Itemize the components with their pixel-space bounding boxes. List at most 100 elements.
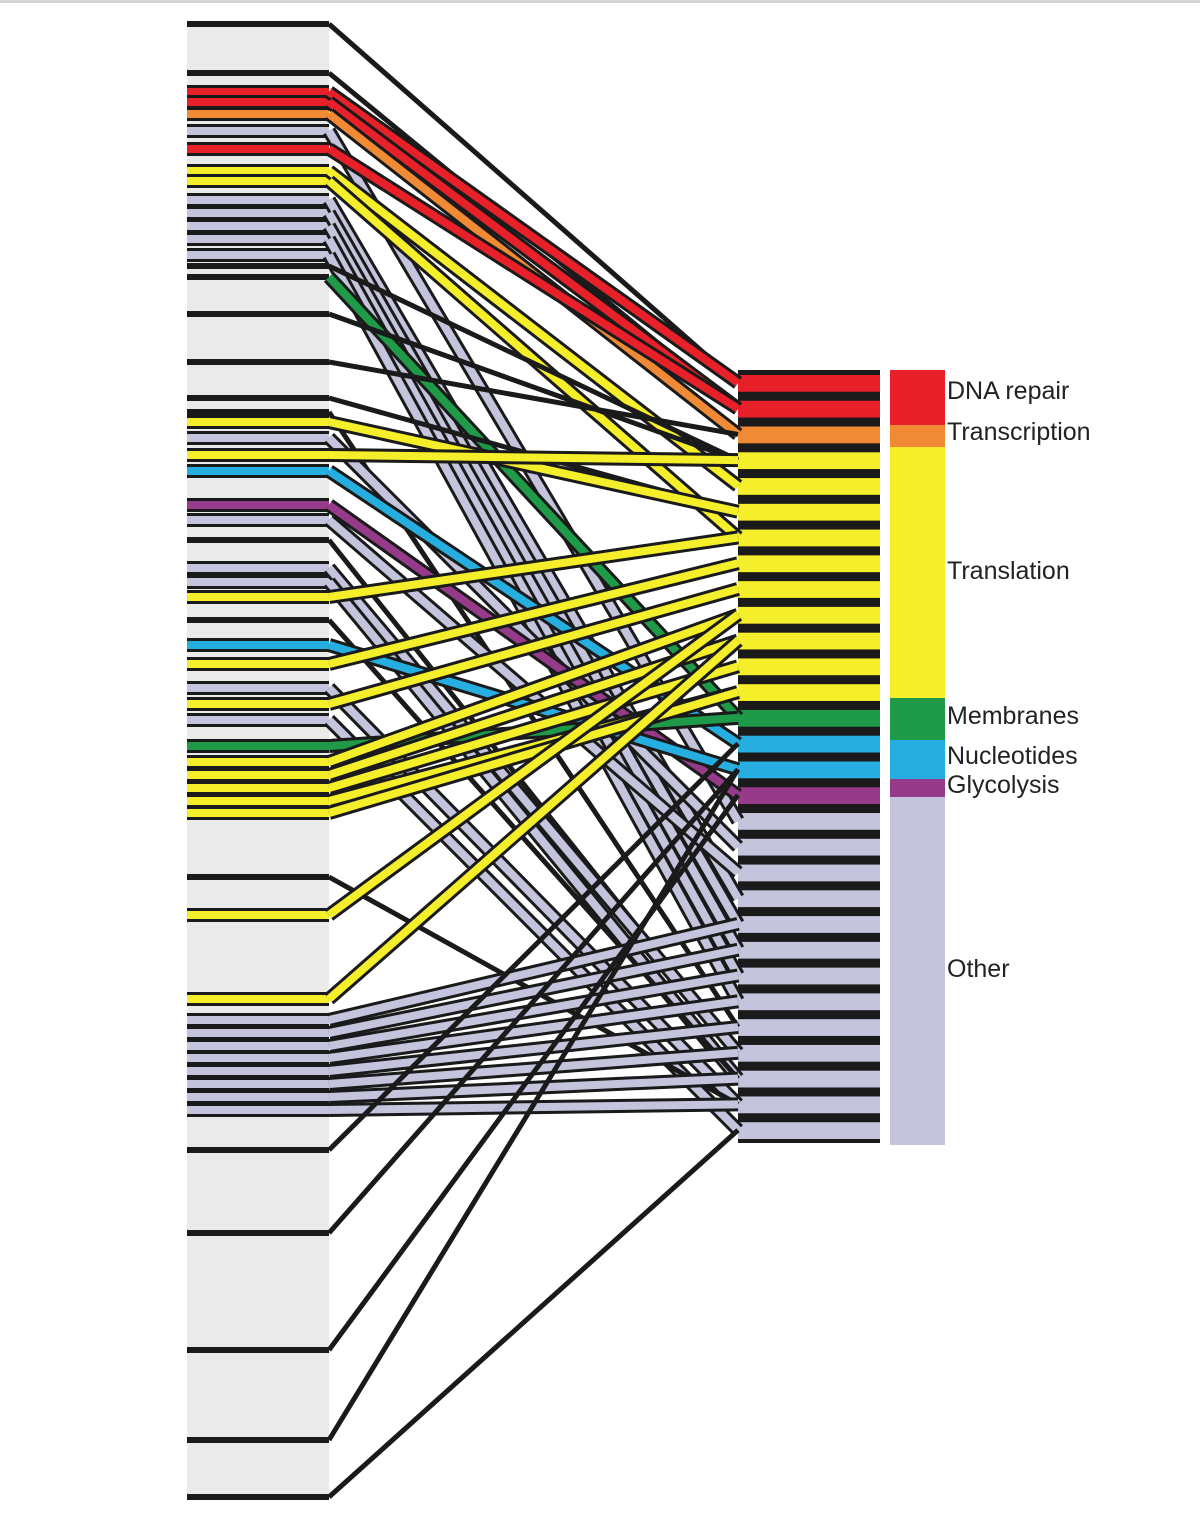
left-band-translation bbox=[187, 758, 329, 766]
left-band-other bbox=[187, 434, 329, 442]
left-band-line bbox=[187, 263, 329, 269]
left-band-other bbox=[187, 1106, 329, 1114]
left-band-other bbox=[187, 1093, 329, 1101]
left-band-line bbox=[187, 311, 329, 317]
connector-translation bbox=[326, 611, 741, 919]
left-band-other bbox=[187, 222, 329, 230]
connector-translation bbox=[326, 177, 741, 541]
right-column-bg bbox=[738, 370, 880, 1143]
connector-translation bbox=[328, 451, 739, 465]
left-band-other bbox=[187, 1042, 329, 1050]
left-band-translation bbox=[187, 167, 329, 175]
left-band-glycolysis bbox=[187, 501, 329, 509]
left-band-line bbox=[187, 274, 329, 280]
legend-label-nucleotides: Nucleotides bbox=[947, 742, 1078, 770]
legend-swatch-glycolysis bbox=[890, 779, 945, 797]
connector-translation bbox=[328, 559, 739, 668]
connector-dna-repair bbox=[326, 145, 741, 413]
legend-label-glycolysis: Glycolysis bbox=[947, 771, 1060, 799]
legend-swatch-other bbox=[890, 797, 945, 1145]
right-band-other bbox=[738, 993, 880, 1011]
legend-label-membranes: Membranes bbox=[947, 702, 1079, 730]
left-band-line bbox=[187, 1147, 329, 1153]
right-band-translation bbox=[738, 555, 880, 573]
connector-other bbox=[328, 1074, 739, 1101]
left-band-other bbox=[187, 196, 329, 204]
left-band-translation bbox=[187, 660, 329, 668]
connector-translation bbox=[327, 662, 740, 792]
right-band-other bbox=[738, 941, 880, 959]
left-band-translation bbox=[187, 995, 329, 1003]
connector-other bbox=[328, 945, 739, 1037]
connector-other bbox=[328, 997, 739, 1062]
left-band-translation bbox=[187, 451, 329, 459]
right-band-other bbox=[738, 1070, 880, 1088]
left-band-translation bbox=[187, 418, 329, 426]
left-band-dna-repair bbox=[187, 98, 329, 106]
left-band-transcription bbox=[187, 110, 329, 118]
right-band-other bbox=[738, 864, 880, 882]
left-band-translation bbox=[187, 797, 329, 805]
right-band-other bbox=[738, 1044, 880, 1062]
connector-line bbox=[327, 741, 740, 1152]
right-band-translation bbox=[738, 581, 880, 598]
left-band-line bbox=[187, 359, 329, 365]
legend-swatch-translation bbox=[890, 447, 945, 698]
left-band-line bbox=[187, 21, 329, 27]
connector-translation bbox=[328, 533, 739, 601]
left-band-other bbox=[187, 1016, 329, 1024]
right-band-translation bbox=[738, 684, 880, 701]
right-band-translation bbox=[738, 452, 880, 470]
right-band-translation bbox=[738, 503, 880, 521]
right-band-glycolysis bbox=[738, 787, 880, 805]
connector-translation bbox=[327, 611, 740, 766]
right-band-dna-repair bbox=[738, 400, 880, 418]
left-band-nucleotides bbox=[187, 641, 329, 649]
left-gene-bands bbox=[187, 21, 329, 1500]
legend-label-transcription: Transcription bbox=[947, 418, 1091, 446]
left-band-other bbox=[187, 684, 329, 692]
right-band-other bbox=[738, 838, 880, 856]
legend-label-translation: Translation bbox=[947, 557, 1070, 585]
left-band-translation bbox=[187, 771, 329, 779]
connector-line bbox=[327, 767, 740, 1235]
legend-swatch-nucleotides bbox=[890, 740, 945, 779]
left-band-line bbox=[187, 537, 329, 543]
connector-line bbox=[327, 263, 740, 463]
right-band-nucleotides bbox=[738, 761, 880, 779]
connector-dna-repair bbox=[326, 88, 741, 387]
left-band-other bbox=[187, 1054, 329, 1062]
right-band-other bbox=[738, 1096, 880, 1114]
left-band-other bbox=[187, 516, 329, 524]
connector-other bbox=[328, 920, 739, 1024]
connector-line bbox=[326, 768, 741, 1442]
connector-other bbox=[328, 1023, 739, 1075]
left-band-other bbox=[187, 716, 329, 724]
right-band-membranes bbox=[738, 709, 880, 727]
left-band-line bbox=[187, 409, 329, 415]
connector-line bbox=[327, 22, 740, 385]
legend-swatch-membranes bbox=[890, 698, 945, 740]
legend-swatch-dna-repair bbox=[890, 370, 945, 425]
connector-translation bbox=[327, 688, 740, 817]
left-band-dna-repair bbox=[187, 145, 329, 153]
legend-swatch-transcription bbox=[890, 425, 945, 447]
left-band-other bbox=[187, 578, 329, 586]
right-category-bands bbox=[738, 370, 880, 1143]
left-band-line bbox=[187, 617, 329, 623]
right-band-other bbox=[738, 916, 880, 933]
left-band-line bbox=[187, 1437, 329, 1443]
left-band-translation bbox=[187, 593, 329, 601]
left-band-translation bbox=[187, 784, 329, 792]
connector-line bbox=[326, 793, 741, 1352]
right-band-other bbox=[738, 1122, 880, 1139]
left-band-line bbox=[187, 874, 329, 880]
right-band-other bbox=[738, 890, 880, 908]
left-band-other bbox=[187, 1029, 329, 1037]
right-band-dna-repair bbox=[738, 375, 880, 392]
connector-line bbox=[327, 1128, 740, 1499]
right-band-other bbox=[738, 813, 880, 830]
left-band-other bbox=[187, 1080, 329, 1088]
connector-line bbox=[327, 618, 740, 1081]
